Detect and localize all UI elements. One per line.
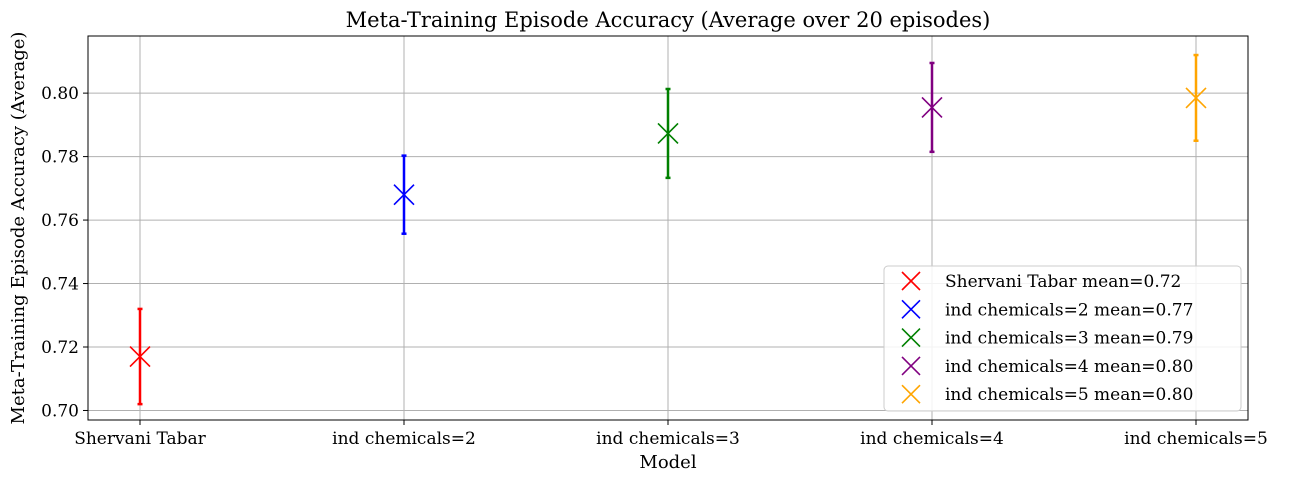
- legend-item: ind chemicals=5 mean=0.80: [901, 384, 1193, 405]
- marker-stroke: [393, 184, 415, 206]
- legend-marker: [901, 356, 921, 376]
- series-layer: [129, 53, 1207, 406]
- data-point-group: [129, 307, 151, 406]
- axes: 0.70 0.72 0.74 0.76 0.78 0.80 Shervani Tabar in…: [41, 84, 1268, 449]
- y-tick-label: 0.78: [41, 148, 79, 168]
- marker-stroke: [657, 122, 679, 144]
- y-tick-label: 0.74: [41, 275, 79, 295]
- legend-label: Shervani Tabar mean=0.72: [945, 272, 1181, 292]
- x-tick-label: ind chemicals=5: [1124, 429, 1268, 449]
- y-tick-label: 0.76: [41, 211, 79, 231]
- x-tick-label: ind chemicals=3: [596, 429, 740, 449]
- legend-marker: [901, 299, 921, 319]
- mean-marker: [393, 184, 415, 206]
- data-point-group: [921, 61, 943, 154]
- y-tick-label: 0.72: [41, 338, 79, 358]
- x-tick-label: Shervani Tabar: [74, 429, 206, 449]
- legend-item: Shervani Tabar mean=0.72: [901, 271, 1181, 292]
- legend-item: ind chemicals=3 mean=0.79: [901, 328, 1193, 349]
- marker-stroke: [901, 328, 921, 348]
- legend-box: [883, 265, 1242, 412]
- marker-stroke: [1185, 87, 1207, 109]
- y-tick-label: 0.80: [41, 84, 79, 104]
- marker-stroke: [129, 345, 151, 368]
- legend-item: ind chemicals=2 mean=0.77: [901, 299, 1193, 320]
- marker-stroke: [901, 384, 921, 404]
- legend: Shervani Tabar mean=0.72 ind chemicals=2 …: [883, 265, 1242, 412]
- legend-item: ind chemicals=4 mean=0.80: [901, 356, 1193, 377]
- legend-label: ind chemicals=2 mean=0.77: [945, 300, 1193, 320]
- marker-stroke: [901, 271, 921, 291]
- marker-stroke: [901, 299, 921, 319]
- data-point-group: [1185, 53, 1207, 142]
- legend-marker: [901, 384, 921, 404]
- y-axis-label: Meta-Training Episode Accuracy (Average): [8, 32, 29, 425]
- marker-stroke: [901, 356, 921, 376]
- legend-label: ind chemicals=5 mean=0.80: [945, 385, 1193, 405]
- legend-marker: [901, 271, 921, 291]
- x-tick-label: ind chemicals=2: [332, 429, 476, 449]
- y-tick-label: 0.70: [41, 401, 79, 421]
- data-point-group: [657, 87, 679, 180]
- mean-marker: [129, 345, 151, 368]
- x-axis-label: Model: [639, 452, 696, 473]
- legend-label: ind chemicals=4 mean=0.80: [945, 357, 1193, 377]
- x-tick-label: ind chemicals=4: [860, 429, 1004, 449]
- mean-marker: [657, 122, 679, 144]
- mean-marker: [921, 96, 943, 118]
- chart-title: Meta-Training Episode Accuracy (Average …: [346, 8, 991, 32]
- mean-marker: [1185, 87, 1207, 109]
- legend-marker: [901, 328, 921, 348]
- legend-label: ind chemicals=3 mean=0.79: [945, 329, 1193, 349]
- data-point-group: [393, 154, 415, 235]
- marker-stroke: [921, 96, 943, 118]
